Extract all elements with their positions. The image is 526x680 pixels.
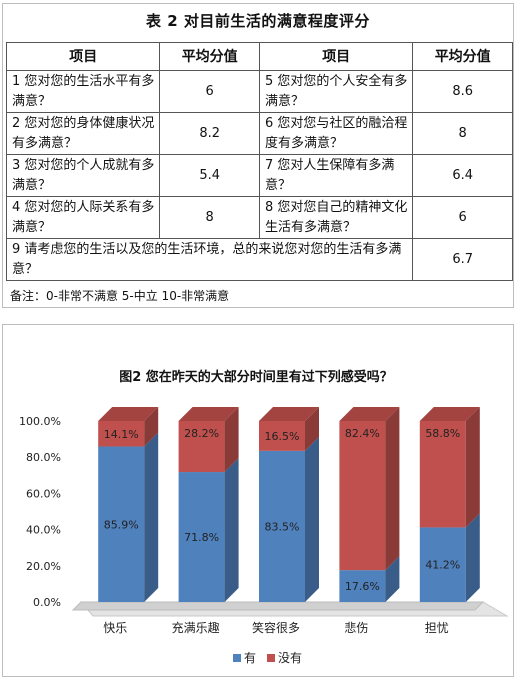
table-row: 2 您对您的身体健康状况有多满意？ 8.2 6 您对您与社区的融洽程度有多满意？… — [5, 112, 513, 155]
data-label: 58.8% — [425, 427, 460, 440]
chart-floor-edge — [71, 601, 485, 611]
stacked-bar-chart: 图2 您在昨天的大部分时间里有过下列感受吗？ 0.0% 20.0% 40.0% 60.0… — [19, 369, 509, 665]
data-label: 28.2% — [184, 427, 219, 440]
table-row-summary: 9 请考虑您的生活以及您的生活环境，总的来说您对您的生活有多满意？ 6.7 — [5, 238, 513, 281]
data-label: 14.1% — [104, 428, 139, 441]
category-label: 悲伤 — [344, 620, 368, 635]
data-label: 17.6% — [345, 580, 380, 593]
score-cell: 6.4 — [412, 154, 513, 197]
header-score: 平均分值 — [159, 42, 260, 71]
score-cell: 6 — [412, 196, 513, 239]
data-label: 41.2% — [425, 559, 460, 572]
table-row: 4 您对您的人际关系有多满意？ 8 8 您对您自己的精神文化生活有多满意？ 6 — [5, 196, 513, 239]
category-label: 充满乐趣 — [172, 620, 220, 635]
item-cell: 7 您对人生保障有多满意？ — [258, 154, 414, 197]
item-cell: 1 您对您的生活水平有多满意？ — [5, 70, 161, 113]
bar-side-no — [305, 407, 319, 451]
score-cell: 8 — [412, 112, 513, 155]
feelings-chart-section: 图2 您在昨天的大部分时间里有过下列感受吗？ 0.0% 20.0% 40.0% 60.0… — [2, 324, 514, 677]
bar-top-no — [98, 407, 159, 421]
bar-segment-yes — [98, 446, 145, 602]
legend-swatch-no — [267, 654, 275, 662]
score-cell: 5.4 — [159, 154, 260, 197]
data-label: 85.9% — [104, 518, 139, 531]
bar-side-yes — [385, 556, 400, 602]
bar-side-no — [385, 407, 400, 571]
table-title: 表 2 对目前生活的满意程度评分 — [146, 12, 370, 30]
bar-segment-no — [419, 421, 466, 528]
score-cell: 6 — [159, 70, 260, 113]
bar-top-no — [178, 407, 239, 421]
item-cell: 2 您对您的身体健康状况有多满意？ — [5, 112, 161, 155]
bar-segment-yes — [339, 570, 386, 602]
y-tick-label: 20.0% — [26, 560, 61, 573]
item-cell: 8 您对您自己的精神文化生活有多满意？ — [258, 196, 414, 239]
header-item: 项目 — [5, 42, 161, 71]
y-tick-label: 0.0% — [33, 596, 61, 609]
bar-top-no — [419, 407, 480, 421]
y-tick-label: 60.0% — [26, 487, 61, 500]
bar-side-no — [224, 407, 239, 473]
y-tick-label: 40.0% — [26, 524, 61, 537]
legend-label-yes: 有 — [244, 651, 256, 665]
data-label: 83.5% — [265, 520, 300, 533]
bar-segment-no — [98, 421, 145, 447]
item-cell: 4 您对您的人际关系有多满意？ — [5, 196, 161, 239]
bar-segment-yes — [419, 527, 466, 602]
data-label: 71.8% — [184, 531, 219, 544]
bar-side-yes — [305, 436, 319, 602]
score-cell: 8.6 — [412, 70, 513, 113]
header-score: 平均分值 — [412, 42, 513, 71]
satisfaction-table-section: 表 2 对目前生活的满意程度评分 项目 平均分值 项目 平均分值 1 您对您的生… — [2, 3, 514, 308]
bar-side-yes — [465, 513, 480, 602]
category-label: 担忧 — [425, 621, 449, 635]
item-cell: 6 您对您与社区的融洽程度有多满意？ — [258, 112, 414, 155]
bar-side-no — [144, 407, 159, 447]
item-cell: 5 您对您的个人安全有多满意？ — [258, 70, 414, 113]
header-item: 项目 — [258, 42, 414, 71]
satisfaction-table: 项目 平均分值 项目 平均分值 1 您对您的生活水平有多满意？ 6 5 您对您的… — [5, 42, 513, 281]
table-row: 1 您对您的生活水平有多满意？ 6 5 您对您的个人安全有多满意？ 8.6 — [5, 70, 513, 113]
bar-segment-no — [178, 421, 225, 473]
score-cell-overall: 6.7 — [412, 238, 513, 281]
bar-segment-yes — [178, 472, 225, 602]
bar-segment-yes — [259, 450, 305, 602]
bar-side-yes — [144, 432, 159, 602]
legend-swatch-yes — [233, 654, 241, 662]
score-cell: 8.2 — [159, 112, 260, 155]
bar-side-no — [465, 407, 480, 528]
score-cell: 8 — [159, 196, 260, 239]
table-header-row: 项目 平均分值 项目 平均分值 — [5, 42, 513, 71]
bar-top-no — [339, 407, 400, 421]
y-tick-label: 80.0% — [26, 451, 61, 464]
data-label: 16.5% — [265, 430, 300, 443]
bar-top-no — [259, 407, 319, 421]
bar-side-yes — [224, 458, 239, 602]
item-cell: 3 您对您的个人成就有多满意？ — [5, 154, 161, 197]
table-row: 3 您对您的个人成就有多满意？ 5.4 7 您对人生保障有多满意？ 6.4 — [5, 154, 513, 197]
data-label: 82.4% — [345, 427, 380, 440]
item-cell-overall: 9 请考虑您的生活以及您的生活环境，总的来说您对您的生活有多满意？ — [5, 238, 414, 281]
bar-segment-no — [259, 421, 305, 451]
y-tick-label: 100.0% — [19, 415, 61, 428]
chart-title: 图2 您在昨天的大部分时间里有过下列感受吗？ — [119, 369, 393, 385]
category-label: 快乐 — [103, 621, 127, 635]
bar-segment-no — [339, 421, 386, 571]
legend-label-no: 没有 — [278, 650, 302, 665]
category-label: 笑容很多 — [252, 620, 300, 635]
table-note: 备注：0-非常不满意 5-中立 10-非常满意 — [10, 289, 230, 303]
